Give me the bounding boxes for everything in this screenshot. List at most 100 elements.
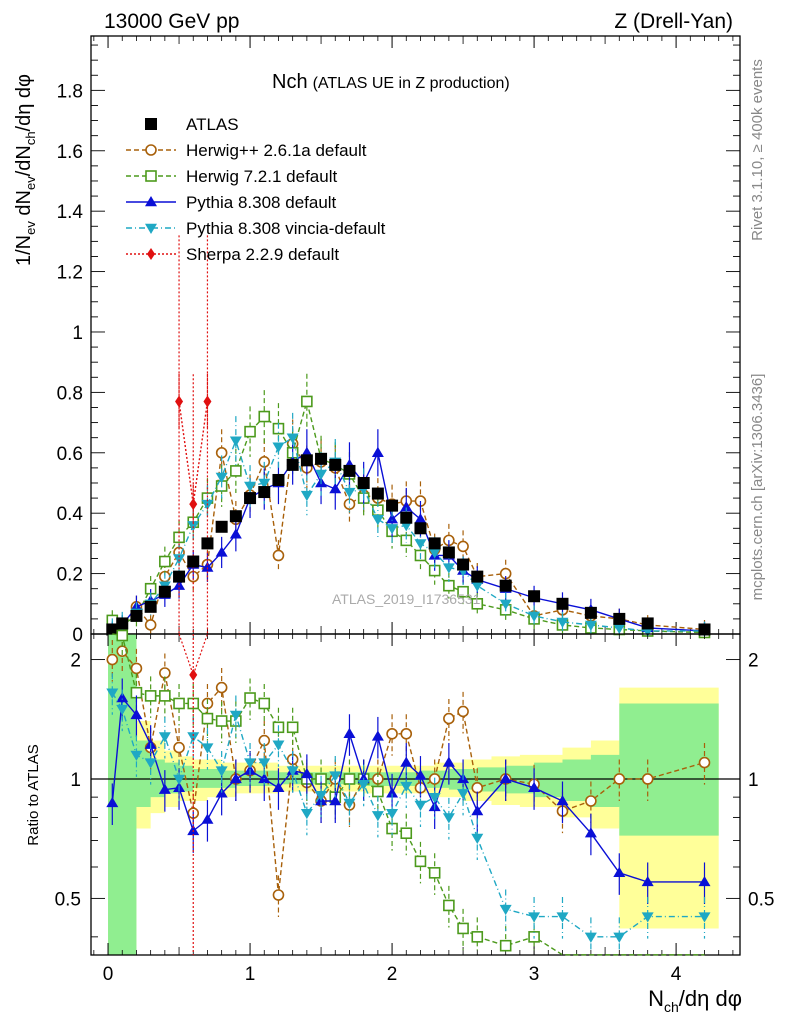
ratio-y-tick-label-right: 2	[748, 651, 759, 672]
ratio-point	[229, 710, 242, 721]
ratio-point	[116, 704, 129, 716]
y-tick-label: 0.8	[57, 383, 83, 404]
data-point	[613, 623, 626, 634]
series-atlas	[106, 452, 711, 636]
data-point	[203, 395, 212, 408]
ratio-point	[471, 833, 484, 844]
ratio-point	[641, 912, 654, 923]
rivet-label: Rivet 3.1.10, ≥ 400k events	[749, 59, 766, 241]
atlas-point	[641, 617, 654, 630]
data-point	[556, 617, 569, 628]
atlas-point	[386, 499, 399, 512]
ratio-point	[400, 756, 413, 767]
ratio-point	[315, 791, 328, 802]
ratio-point	[343, 798, 356, 809]
data-point	[229, 528, 242, 539]
ratio-point	[443, 899, 455, 912]
y-tick-label: 1	[72, 323, 83, 344]
ratio-series-3	[106, 673, 711, 951]
ratio-point	[130, 708, 143, 720]
legend-label: Sherpa 2.2.9 default	[186, 245, 339, 264]
ratio-point	[130, 662, 143, 675]
ratio-point	[556, 912, 569, 923]
ratio-point	[286, 721, 299, 734]
data-point	[230, 465, 242, 477]
ratio-point	[457, 705, 469, 718]
data-point	[244, 425, 256, 438]
ratio-point	[130, 750, 143, 761]
ratio-point	[584, 932, 597, 943]
ratio-point	[343, 727, 356, 738]
legend-marker	[145, 118, 157, 130]
atlas-point	[442, 546, 455, 559]
x-tick-label: 0	[103, 964, 114, 985]
ratio-point	[258, 697, 271, 710]
atlas-point	[244, 492, 257, 505]
ratio-point	[457, 789, 470, 800]
ratio-point	[499, 904, 512, 916]
data-point	[343, 487, 356, 499]
ratio-point	[158, 732, 171, 743]
data-point	[499, 599, 512, 610]
ratio-point	[329, 795, 342, 806]
ratio-point	[173, 741, 185, 754]
atlas-point	[158, 585, 171, 598]
atlas-point	[584, 606, 597, 619]
ratio-y-tick-label-left: 0.5	[55, 889, 81, 910]
ratio-point	[159, 690, 171, 702]
ratio-point	[116, 692, 129, 703]
ratio-point	[442, 756, 455, 767]
data-point	[457, 540, 469, 553]
data-point	[272, 549, 285, 562]
ratio-point	[286, 766, 299, 777]
ratio-point	[584, 827, 597, 838]
atlas-point	[315, 452, 328, 465]
legend-label: ATLAS	[186, 115, 239, 134]
atlas-point	[106, 623, 119, 636]
data-point	[144, 619, 157, 631]
atlas-point	[528, 590, 541, 603]
atlas-point	[357, 476, 370, 489]
ratio-series-4	[178, 633, 209, 955]
ratio-point	[613, 866, 626, 878]
data-point	[471, 597, 484, 610]
atlas-point	[173, 570, 186, 583]
data-point	[584, 620, 597, 631]
atlas-point	[698, 623, 711, 636]
y-tick-label: 0.2	[57, 565, 83, 586]
data-point	[187, 521, 200, 532]
legend-label: Herwig++ 2.6.1a default	[186, 141, 367, 160]
ratio-point	[400, 781, 413, 793]
atlas-point	[329, 458, 342, 471]
ratio-point	[201, 743, 214, 754]
ratio-point	[272, 781, 285, 793]
legend-label: Pythia 8.308 vincia-default	[186, 219, 386, 238]
ratio-point	[386, 808, 399, 820]
ratio-point	[457, 922, 469, 935]
ratio-point	[272, 740, 285, 751]
ratio-point	[428, 792, 441, 804]
ratio-point	[187, 824, 200, 836]
ratio-line	[111, 696, 705, 883]
ratio-point	[116, 629, 129, 642]
y-tick-label: 1.8	[57, 81, 83, 102]
y-tick-label: 0	[72, 625, 83, 646]
ratio-point	[300, 808, 313, 820]
series-line	[178, 401, 209, 505]
data-point	[371, 515, 384, 526]
ratio-point	[144, 690, 157, 702]
ratio-point	[556, 795, 569, 806]
header-right: Z (Drell-Yan)	[614, 10, 733, 33]
atlas-point	[272, 473, 285, 486]
atlas-point	[187, 555, 200, 568]
data-point	[215, 472, 228, 483]
ratio-point	[357, 780, 370, 791]
data-point	[414, 539, 427, 550]
atlas-point	[343, 464, 356, 477]
atlas-point	[428, 537, 441, 550]
data-point	[244, 481, 257, 493]
ratio-y-label: Ratio to ATLAS	[25, 744, 42, 845]
data-point	[272, 442, 285, 453]
ratio-panel: 0 1 2 3 4 0.5 0.5 1 1 2 2	[55, 629, 774, 985]
